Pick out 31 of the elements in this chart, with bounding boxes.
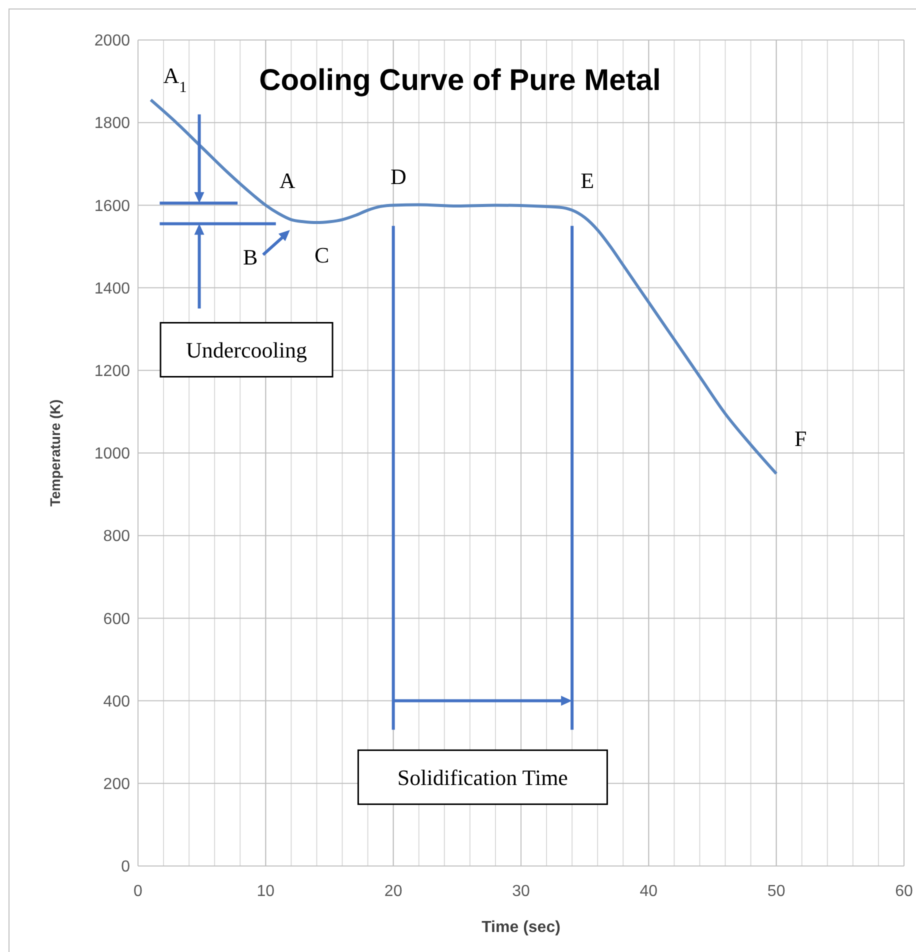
annotation: F (794, 426, 807, 452)
text: Cooling Curve of Pure Metal (259, 64, 661, 97)
x-tick-label: 10 (256, 883, 275, 900)
annotation: C (314, 242, 330, 268)
y-tick-label: 800 (103, 528, 130, 546)
y-tick-label: 2000 (94, 32, 130, 50)
annotation: Solidification Time (397, 764, 568, 790)
x-axis-title: Time (sec) (482, 919, 560, 936)
annotation: B (243, 244, 258, 270)
y-tick-label: 1400 (94, 280, 130, 298)
y-tick-label: 0 (121, 858, 130, 876)
y-tick-label: 1600 (94, 198, 130, 215)
y-tick-label: 400 (103, 693, 130, 710)
y-tick-label: 200 (103, 776, 130, 793)
annotation: Undercooling (186, 337, 307, 362)
annotation: A (279, 168, 296, 194)
y-tick-label: 1000 (94, 446, 130, 463)
annotation: D (390, 164, 406, 189)
y-tick-label: 600 (103, 610, 130, 628)
line-series (149, 98, 778, 476)
x-tick-label: 0 (134, 883, 143, 900)
x-tick-label: 30 (512, 883, 530, 900)
y-tick-label: 1800 (94, 115, 130, 132)
annotation: A$_{1}$ (163, 62, 187, 96)
y-tick-label: 1200 (94, 363, 130, 380)
x-tick-label: 60 (895, 883, 913, 900)
x-tick-label: 50 (767, 883, 786, 900)
x-tick-label: 40 (640, 883, 658, 900)
y-axis-title: Temperature (K) (47, 399, 63, 507)
x-tick-label: 20 (384, 883, 402, 900)
annotation: E (580, 168, 594, 194)
